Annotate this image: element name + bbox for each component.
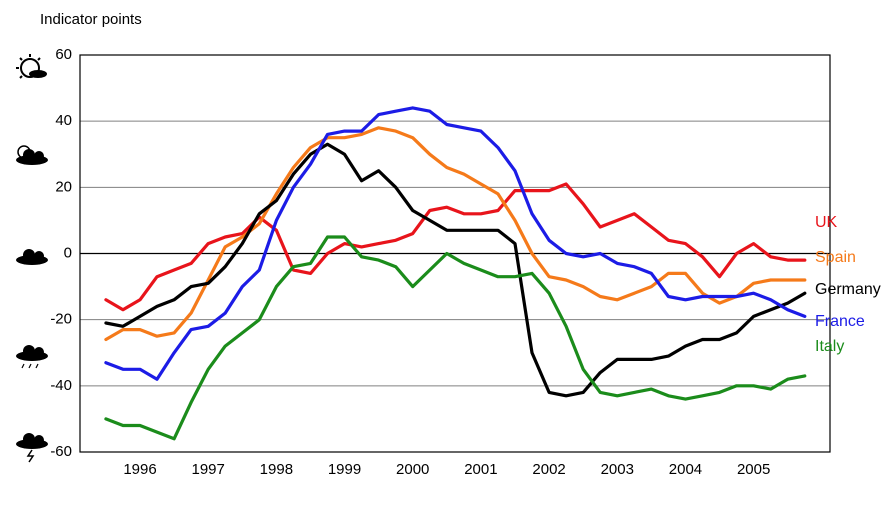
x-tick-label: 2004	[669, 461, 702, 478]
y-tick-label: -20	[50, 311, 72, 328]
y-tick-label: -60	[50, 443, 72, 460]
y-tick-label: -40	[50, 377, 72, 394]
y-axis-label: Indicator points	[40, 11, 142, 28]
plot-border	[79, 54, 831, 453]
x-tick-label: 2002	[532, 461, 565, 478]
rain-icon	[16, 345, 48, 369]
x-tick-label: 1998	[260, 461, 293, 478]
y-tick-label: 60	[55, 46, 72, 63]
storm-icon	[16, 433, 48, 463]
series-line	[104, 106, 807, 381]
legend-label: Germany	[815, 281, 881, 298]
cloud-icon	[16, 249, 48, 265]
series-line	[104, 235, 807, 441]
legend-label: France	[815, 313, 865, 330]
y-tick-label: 0	[64, 244, 72, 261]
y-tick-label: 20	[55, 178, 72, 195]
x-tick-label: 2005	[737, 461, 770, 478]
sun-icon	[16, 54, 47, 79]
x-tick-label: 1996	[123, 461, 156, 478]
weather-icons	[16, 54, 48, 463]
x-tick-label: 2003	[601, 461, 634, 478]
x-tick-label: 2001	[464, 461, 497, 478]
series-line	[104, 182, 807, 312]
series-line	[104, 126, 807, 342]
legend-label: Spain	[815, 249, 856, 266]
cloud-sun-icon	[16, 145, 48, 165]
legend-label: Italy	[815, 338, 844, 355]
x-tick-label: 2000	[396, 461, 429, 478]
x-tick-label: 1999	[328, 461, 361, 478]
y-tick-label: 40	[55, 112, 72, 129]
legend-label: UK	[815, 214, 838, 231]
x-tick-label: 1997	[191, 461, 224, 478]
series-line	[104, 142, 807, 398]
